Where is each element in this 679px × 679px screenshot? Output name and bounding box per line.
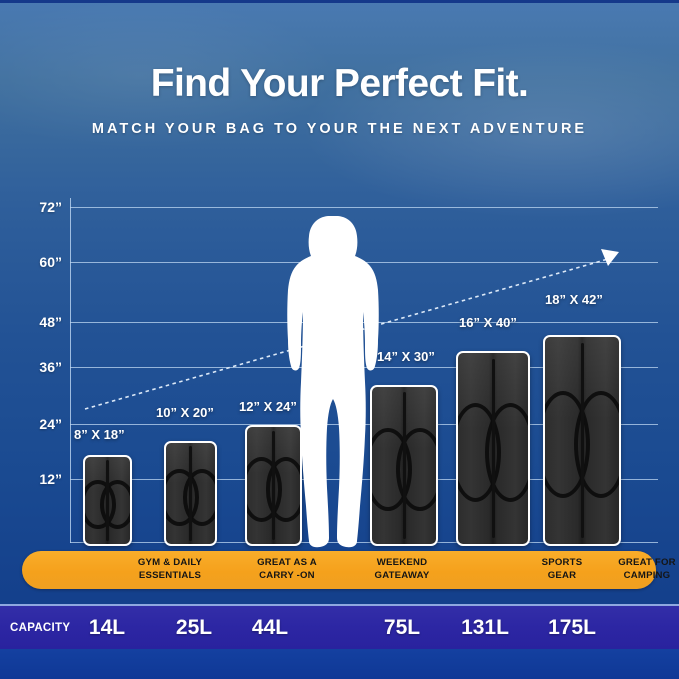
bag-1-dimension-label: 8” X 18” <box>74 427 125 442</box>
category-label-4-line2: GEAR <box>547 569 577 581</box>
bag-4-dimension-label: 14” X 30” <box>377 349 435 364</box>
capacity-value-6: 175L <box>548 616 596 639</box>
page-subtitle: MATCH YOUR BAG TO YOUR THE NEXT ADVENTUR… <box>91 121 588 137</box>
category-label-3-line2: GATEAWAY <box>374 569 430 581</box>
y-tick-label-60: 60” <box>39 254 62 270</box>
trend-arrowhead-icon <box>601 249 619 266</box>
bag-4[interactable] <box>370 385 438 546</box>
bag-strap-right <box>99 479 130 530</box>
bag-center-seam <box>106 459 109 542</box>
bag-3-dimension-label: 12” X 24” <box>239 399 297 414</box>
y-tick-label-36: 36” <box>39 359 62 375</box>
capacity-value-2: 25L <box>175 616 213 639</box>
bag-center-seam <box>580 343 584 538</box>
capacity-value-4: 75L <box>383 616 421 639</box>
bag-6[interactable] <box>543 335 621 546</box>
category-label-2: GREAT AS A CARRY -ON <box>222 557 352 582</box>
bag-5[interactable] <box>456 351 530 546</box>
bag-center-seam <box>491 358 495 539</box>
y-axis-line <box>70 198 71 543</box>
human-silhouette-reference <box>287 216 379 548</box>
top-border <box>0 0 679 3</box>
gridline-72 <box>70 207 658 208</box>
bag-strap-right <box>396 427 436 512</box>
bag-center-seam <box>402 391 406 540</box>
header: Find Your Perfect Fit. MATCH YOUR BAG TO… <box>0 62 679 137</box>
bag-6-dimension-label: 18” X 42” <box>545 292 603 307</box>
bag-strap-right <box>485 402 528 503</box>
silhouette-body <box>287 216 379 548</box>
y-tick-label-12: 12” <box>39 471 62 487</box>
capacity-value-5: 131L <box>461 616 509 639</box>
bag-strap-right <box>182 469 215 526</box>
capacity-value-1: 14L <box>88 616 126 639</box>
page-title: Find Your Perfect Fit. <box>150 62 529 105</box>
capacity-value-3: 44L <box>251 616 289 639</box>
category-label-4-line1: SPORTS <box>541 557 583 568</box>
y-tick-label-48: 48” <box>39 314 62 330</box>
bag-2[interactable] <box>164 441 217 546</box>
bag-center-seam <box>272 430 275 541</box>
capacity-row-title: CAPACITY <box>10 622 71 634</box>
bag-strap-right <box>265 457 300 522</box>
category-label-5: GREAT FOR CAMPING <box>582 557 679 582</box>
category-label-4: SPORTS GEAR <box>497 557 627 582</box>
bag-strap-right <box>574 390 619 499</box>
category-band: GYM & DAILY ESSENTIALS GREAT AS A CARRY … <box>22 551 676 589</box>
bag-center-seam <box>189 446 192 541</box>
category-label-2-line2: CARRY -ON <box>259 569 315 581</box>
category-label-3: WEEKEND GATEAWAY <box>337 557 467 582</box>
y-tick-label-24: 24” <box>39 416 62 432</box>
bottom-strip <box>0 649 679 679</box>
category-label-3-line1: WEEKEND <box>376 557 428 568</box>
category-label-1-line1: GYM & DAILY <box>137 557 203 568</box>
category-label-5-line2: CAMPING <box>623 569 671 581</box>
category-label-2-line1: GREAT AS A <box>257 557 317 568</box>
y-tick-label-72: 72” <box>39 199 62 215</box>
category-label-1: GYM & DAILY ESSENTIALS <box>105 557 235 582</box>
bag-5-dimension-label: 16” X 40” <box>459 315 517 330</box>
category-label-1-line2: ESSENTIALS <box>138 569 202 581</box>
bag-3[interactable] <box>245 425 302 546</box>
category-label-5-line1: GREAT FOR <box>618 557 676 568</box>
bag-2-dimension-label: 10” X 20” <box>156 405 214 420</box>
bag-1[interactable] <box>83 455 132 546</box>
capacity-band: CAPACITY 14L 25L 44L 75L 131L 175L <box>0 604 679 651</box>
